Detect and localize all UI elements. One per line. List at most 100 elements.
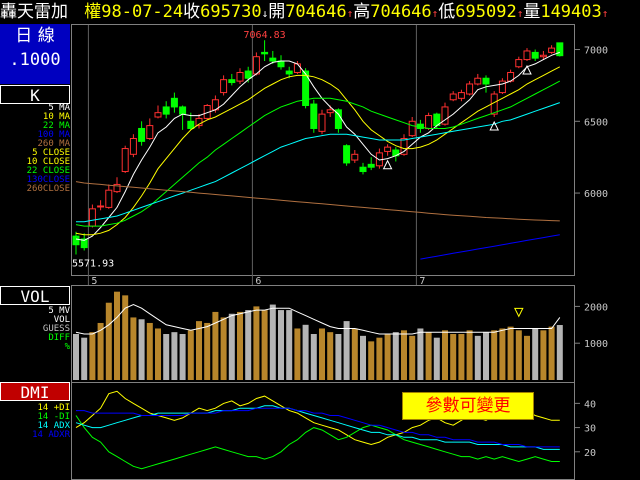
k-panel-title[interactable]: K xyxy=(0,85,70,105)
k-y-tick-label: 6000 xyxy=(584,189,608,200)
volume-bar xyxy=(556,325,563,380)
candle-body xyxy=(261,51,269,55)
volume-value: 149403 xyxy=(540,2,602,22)
period-value: .1000 xyxy=(9,50,61,70)
volume-bar xyxy=(130,317,137,380)
k-legend-item: 10 MA xyxy=(42,112,70,122)
month-label: 7 xyxy=(419,276,425,287)
volume-bar xyxy=(474,335,481,380)
candle-body xyxy=(236,71,244,82)
vol-y-tick-label: 1000 xyxy=(584,339,608,350)
candle-body xyxy=(220,79,228,94)
candle-body xyxy=(154,112,162,118)
candle-body xyxy=(556,42,564,57)
candle-body xyxy=(121,148,129,173)
dmi-y-tick-label: 20 xyxy=(584,448,596,459)
candle-body xyxy=(72,235,80,246)
volume-bar xyxy=(286,310,293,380)
vol-legend-item: % xyxy=(64,342,70,352)
volume-bar xyxy=(540,330,547,380)
month-label: 6 xyxy=(255,276,261,287)
low-value: 695092 xyxy=(455,2,517,22)
signal-up-triangle-icon xyxy=(489,120,500,131)
volume-bar xyxy=(319,328,325,380)
volume-bar xyxy=(204,322,211,380)
volume-bar xyxy=(187,330,194,380)
candle-body xyxy=(326,109,334,114)
quote-label: 權 xyxy=(84,2,102,22)
volume-bar xyxy=(237,311,243,380)
candle-body xyxy=(548,47,556,53)
k-series-line xyxy=(76,102,560,223)
volume-bar xyxy=(392,332,399,380)
volume-bar xyxy=(81,337,88,380)
vol-panel-title[interactable]: VOL xyxy=(0,286,70,306)
candle-body xyxy=(88,208,96,227)
open-arrow-icon: ↑ xyxy=(346,7,354,20)
volume-bar xyxy=(245,310,252,380)
candle-body xyxy=(138,127,146,142)
volume-bar xyxy=(73,334,79,380)
k-legend-item: 22 CLOSE xyxy=(26,166,70,176)
close-label: 收 xyxy=(183,2,201,22)
volume-bar xyxy=(425,332,432,380)
volume-bar xyxy=(89,332,96,380)
k-series-line xyxy=(75,51,560,241)
candle-body xyxy=(244,70,252,79)
volume-bar xyxy=(351,328,358,380)
dmi-legend-item: 14 +DI xyxy=(37,403,70,413)
candle-body xyxy=(531,51,539,59)
low-arrow-icon: ↑ xyxy=(516,7,524,20)
k-legend: 5 MA 10 MA 22 MA 100 MA 260 MA 5 CLOSE 10 CLOS… xyxy=(0,104,70,194)
k-y-tick-label: 7000 xyxy=(584,46,608,57)
dmi-legend-item: 14 ADXR xyxy=(32,430,70,440)
volume-bar xyxy=(155,328,161,380)
volume-bar xyxy=(261,310,268,380)
volume-bar xyxy=(409,335,416,380)
candle-body xyxy=(351,153,359,161)
quote-date: 98-07-24 xyxy=(101,2,184,22)
candle-body xyxy=(515,59,523,68)
period-box[interactable]: 日 線 .1000 xyxy=(0,24,70,84)
candle-body xyxy=(269,57,277,62)
volume-bar xyxy=(196,321,202,380)
signal-up-triangle-icon xyxy=(522,64,532,75)
candle-body xyxy=(146,125,154,140)
candle-body xyxy=(170,97,178,108)
volume-bar xyxy=(442,330,448,380)
volume-bar xyxy=(491,330,498,380)
k-legend-item: 260CLOSE xyxy=(26,184,70,194)
candle-body xyxy=(113,183,121,193)
candle-body xyxy=(80,238,88,249)
volume-bar xyxy=(179,334,186,380)
candle-body xyxy=(466,83,474,95)
candle-body xyxy=(318,113,326,132)
dmi-legend-item: 14 -DI xyxy=(37,412,70,422)
k-legend-item: 100 MA xyxy=(37,130,70,140)
k-panel-frame xyxy=(71,24,575,276)
k-legend-item: 260 MA xyxy=(37,139,70,149)
volume-bar xyxy=(376,337,383,380)
volume-bar xyxy=(114,291,120,380)
vol-legend: 5 MV VOL GUESS DIFF% xyxy=(0,307,70,352)
volume-bar xyxy=(343,321,350,380)
k-high-label: 7064.83 xyxy=(244,30,286,41)
volume-bar xyxy=(384,334,391,380)
open-label: 開 xyxy=(268,2,286,22)
vol-y-tick-label: 2000 xyxy=(584,302,608,313)
candle-body xyxy=(293,63,301,73)
low-label: 低 xyxy=(438,2,456,22)
candle-body xyxy=(498,80,506,94)
k-legend-item: 130CLOSE xyxy=(26,175,70,185)
volume-bar xyxy=(335,334,342,380)
candle-body xyxy=(343,145,351,164)
volume-bar xyxy=(327,332,334,380)
candle-body xyxy=(482,77,490,85)
volume-bar xyxy=(122,295,129,380)
volume-bar xyxy=(515,330,522,380)
candle-body xyxy=(252,56,260,75)
vol-legend-item: VOL xyxy=(53,315,70,325)
candle-body xyxy=(277,60,285,68)
dmi-panel-title[interactable]: DMI xyxy=(0,382,70,402)
k-legend-item: 5 CLOSE xyxy=(32,148,70,158)
